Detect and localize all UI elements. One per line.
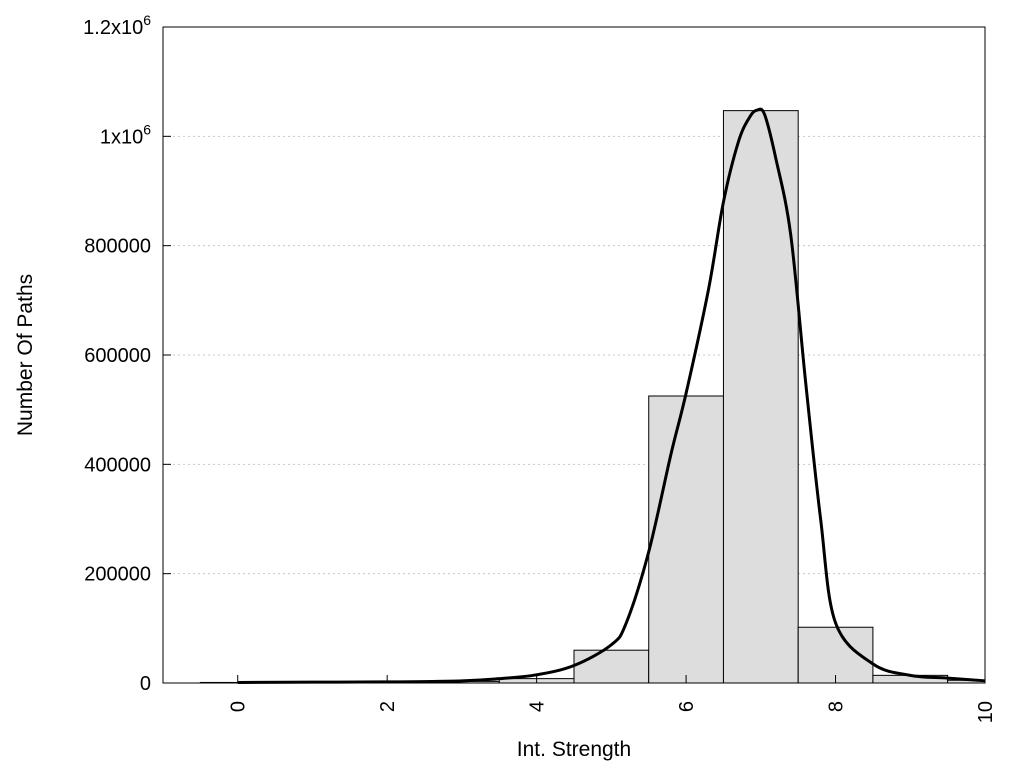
y-tick-label: 600000 [84,345,151,367]
bars [199,110,986,684]
histogram-bar [648,395,724,684]
x-tick-label: 8 [826,701,848,712]
x-axis-ticks: 0 2 4 6 8 10 [228,675,997,723]
y-tick-label: 1x106 [100,121,151,148]
histogram-bar [573,649,650,684]
y-axis-ticks: 0 200000 400000 600000 800000 1x106 1.2x106 [83,12,171,695]
x-tick-label: 10 [975,701,997,723]
fit-curve-line [237,107,986,684]
gridlines [163,135,985,575]
y-axis-title: Number Of Paths [14,274,37,436]
x-tick-label: 2 [377,701,399,712]
x-tick-label: 0 [228,701,250,712]
y-tick-label: 0 [140,673,151,695]
histogram-bar [722,110,799,684]
y-tick-label: 200000 [84,564,151,586]
y-tick-label: 1.2x106 [83,12,151,39]
x-axis-title: Int. Strength [517,738,631,761]
x-tick-label: 6 [676,701,698,712]
fit-curve [237,107,986,684]
x-tick-label: 4 [527,701,549,712]
y-tick-label: 400000 [84,454,151,476]
y-tick-label: 800000 [84,236,151,258]
